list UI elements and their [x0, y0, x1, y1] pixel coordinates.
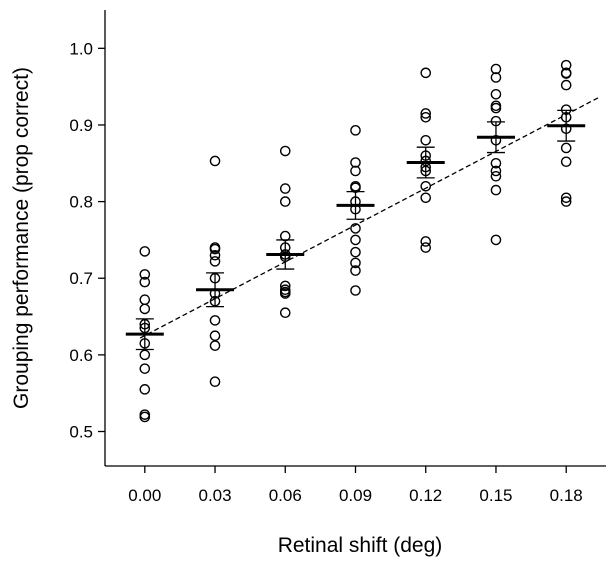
data-point	[420, 180, 432, 192]
x-tick-label: 0.18	[550, 486, 583, 505]
x-tick-label: 0.03	[198, 486, 231, 505]
data-point	[490, 171, 502, 182]
data-point	[139, 349, 151, 361]
data-point	[420, 236, 432, 247]
data-point	[420, 111, 432, 123]
data-point	[350, 234, 361, 246]
data-point	[420, 242, 432, 253]
data-point	[209, 249, 221, 261]
data-point	[209, 243, 221, 255]
data-point	[350, 165, 361, 177]
data-point	[490, 157, 502, 169]
data-point	[560, 156, 572, 168]
x-tick-label: 0.06	[269, 486, 302, 505]
data-point	[490, 102, 502, 114]
data-point	[139, 276, 151, 288]
data-point	[350, 223, 361, 234]
data-point	[139, 303, 151, 315]
data-point	[139, 246, 151, 257]
data-point	[139, 294, 151, 305]
data-point	[350, 246, 361, 258]
x-tick-label: 0.15	[479, 486, 512, 505]
data-point	[279, 280, 291, 292]
data-point	[139, 269, 151, 280]
data-point	[209, 340, 221, 351]
y-tick-label: 0.8	[69, 193, 93, 212]
data-point	[420, 108, 432, 119]
data-point	[490, 165, 502, 177]
data-point	[490, 234, 502, 246]
x-tick-label: 0.12	[409, 486, 442, 505]
fit-line	[139, 96, 600, 339]
y-tick-label: 0.9	[69, 116, 93, 135]
data-point	[560, 68, 572, 79]
data-point	[560, 79, 572, 91]
y-axis-title: Grouping performance (prop correct)	[10, 67, 33, 409]
x-tick-label: 0.00	[128, 486, 161, 505]
data-point	[490, 72, 502, 83]
data-point	[560, 196, 572, 207]
y-tick-label: 0.6	[69, 346, 93, 365]
data-points	[139, 59, 572, 423]
fit-line-group	[139, 96, 600, 339]
y-tick-label: 0.7	[69, 269, 93, 288]
data-point	[350, 125, 361, 136]
data-point	[490, 89, 502, 100]
data-point	[209, 330, 221, 342]
data-point	[209, 315, 221, 326]
data-point	[279, 288, 291, 299]
data-point	[279, 307, 291, 319]
data-point	[139, 411, 151, 423]
mean-bars	[125, 109, 586, 351]
data-point	[209, 256, 221, 267]
data-point	[560, 59, 572, 71]
y-tick-label: 1.0	[69, 39, 93, 58]
data-point	[420, 67, 432, 79]
data-point	[350, 285, 361, 296]
data-point	[350, 265, 361, 276]
data-point	[350, 257, 361, 269]
data-point	[139, 384, 151, 395]
data-point	[139, 363, 151, 374]
data-point	[420, 192, 432, 204]
data-point	[209, 155, 221, 167]
data-point	[279, 183, 291, 194]
data-point	[279, 145, 291, 157]
data-point	[279, 196, 291, 207]
data-point	[350, 157, 361, 168]
data-point	[560, 142, 572, 154]
y-tick-label: 0.5	[69, 423, 93, 442]
data-point	[490, 63, 502, 75]
data-point	[490, 184, 502, 196]
axes: 0.5 0.6 0.7 0.8 0.9 1.0 0.00 0.03 0.06 0.09 0.12 0.…	[69, 10, 606, 505]
data-point	[560, 192, 572, 204]
data-point	[209, 376, 221, 387]
x-tick-label: 0.09	[339, 486, 372, 505]
data-point	[420, 134, 432, 146]
x-axis-title: Retinal shift (deg)	[278, 534, 443, 557]
